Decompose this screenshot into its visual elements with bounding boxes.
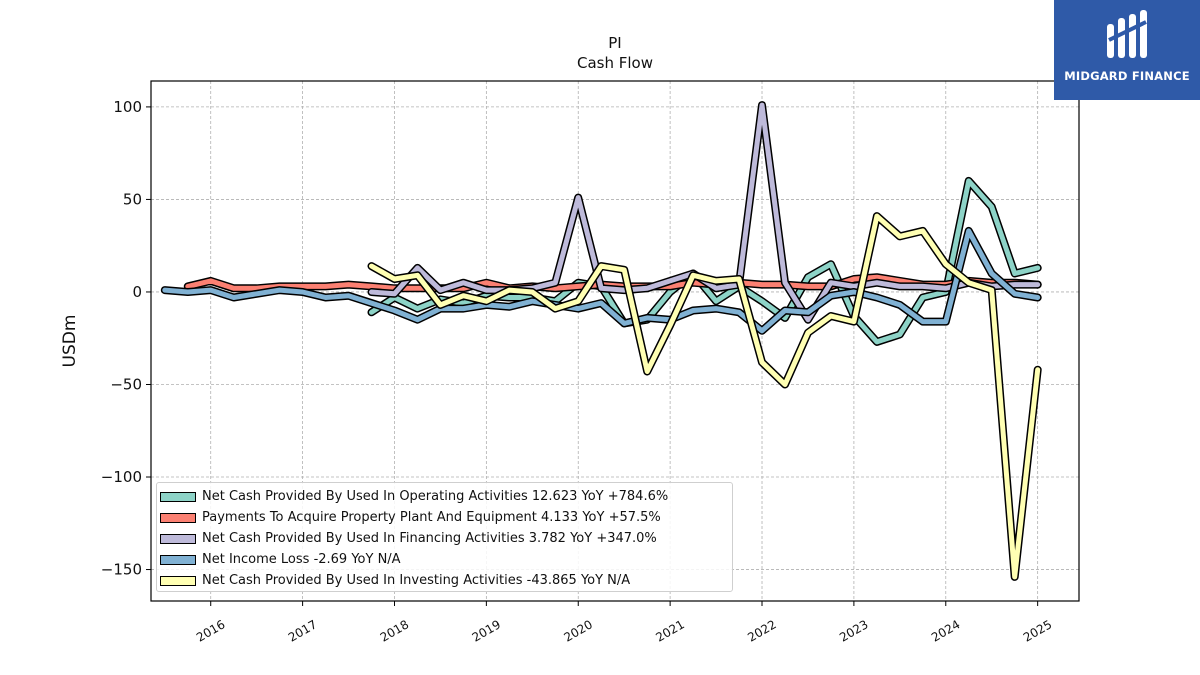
legend-item: Net Cash Provided By Used In Operating A… — [157, 486, 732, 507]
y-tick-label: 0 — [132, 283, 142, 301]
y-tick-label: 100 — [113, 98, 142, 116]
chart-subtitle: Cash Flow — [577, 54, 653, 72]
brand-name: MIDGARD FINANCE — [1064, 69, 1190, 83]
brand-logo-mark — [1107, 10, 1147, 58]
y-tick-label: −100 — [101, 468, 142, 486]
legend-label: Payments To Acquire Property Plant And E… — [202, 510, 661, 525]
legend: Net Cash Provided By Used In Operating A… — [156, 482, 733, 592]
legend-swatch — [160, 533, 196, 544]
x-tick-label: 2025 — [1021, 617, 1054, 644]
legend-item: Net Cash Provided By Used In Financing A… — [157, 528, 732, 549]
legend-label: Net Cash Provided By Used In Investing A… — [202, 573, 631, 588]
legend-swatch — [160, 491, 196, 502]
legend-item: Net Cash Provided By Used In Investing A… — [157, 570, 732, 591]
series-line — [162, 228, 1041, 334]
brand-logo: MIDGARD FINANCE — [1054, 0, 1200, 100]
x-tick-label: 2021 — [653, 617, 686, 644]
legend-label: Net Cash Provided By Used In Operating A… — [202, 489, 669, 504]
x-tick-label: 2022 — [745, 617, 778, 644]
series-layer — [160, 101, 1042, 581]
legend-swatch — [160, 575, 196, 586]
x-tick-label: 2024 — [929, 617, 962, 644]
y-tick-label: −150 — [101, 561, 142, 579]
y-axis-label: USDm — [60, 315, 80, 368]
x-tick-label: 2016 — [194, 617, 227, 644]
x-tick-label: 2017 — [286, 617, 319, 644]
legend-label: Net Cash Provided By Used In Financing A… — [202, 531, 657, 546]
x-tick-label: 2020 — [562, 617, 595, 644]
legend-swatch — [160, 554, 196, 565]
y-tick-label: 50 — [123, 190, 142, 208]
legend-item: Net Income Loss -2.69 YoY N/A — [157, 549, 732, 570]
legend-label: Net Income Loss -2.69 YoY N/A — [202, 552, 401, 567]
legend-item: Payments To Acquire Property Plant And E… — [157, 507, 732, 528]
x-tick-label: 2019 — [470, 617, 503, 644]
x-tick-label: 2018 — [378, 617, 411, 644]
grid — [151, 81, 1079, 601]
legend-swatch — [160, 512, 196, 523]
chart-title: PI — [608, 34, 621, 52]
series-line — [369, 213, 1041, 580]
plot-frame — [150, 80, 1080, 602]
y-tick-label: −50 — [110, 375, 142, 393]
x-tick-label: 2023 — [837, 617, 870, 644]
